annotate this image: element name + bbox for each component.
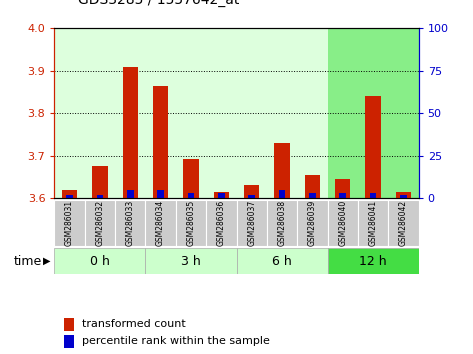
- Bar: [96, 195, 103, 198]
- Text: GSM286039: GSM286039: [308, 200, 317, 246]
- Bar: [127, 190, 134, 198]
- Bar: [85, 200, 115, 246]
- Bar: [388, 200, 419, 246]
- Text: 12 h: 12 h: [359, 255, 387, 268]
- Bar: [206, 200, 236, 246]
- Bar: [66, 195, 73, 198]
- Bar: [64, 335, 75, 348]
- Text: GSM286035: GSM286035: [186, 200, 195, 246]
- Bar: [327, 28, 419, 198]
- Text: GSM286034: GSM286034: [156, 200, 165, 246]
- Text: ▶: ▶: [43, 256, 50, 266]
- Text: percentile rank within the sample: percentile rank within the sample: [82, 336, 270, 346]
- Bar: [64, 318, 75, 331]
- Text: GSM286032: GSM286032: [96, 200, 105, 246]
- Bar: [248, 195, 255, 198]
- Bar: [236, 200, 267, 246]
- Bar: [370, 193, 377, 198]
- Bar: [157, 190, 164, 198]
- Bar: [176, 200, 206, 246]
- Text: 0 h: 0 h: [90, 255, 110, 268]
- Text: GSM286038: GSM286038: [278, 200, 287, 246]
- Bar: [358, 200, 388, 246]
- Text: GDS3285 / 1557642_at: GDS3285 / 1557642_at: [78, 0, 239, 7]
- Bar: [92, 166, 107, 198]
- Text: GSM286031: GSM286031: [65, 200, 74, 246]
- Bar: [339, 193, 346, 198]
- Bar: [366, 96, 381, 198]
- Bar: [123, 67, 138, 198]
- Bar: [327, 248, 419, 274]
- Bar: [218, 193, 225, 198]
- Bar: [236, 248, 327, 274]
- Bar: [236, 28, 327, 198]
- Bar: [184, 159, 199, 198]
- Bar: [153, 86, 168, 198]
- Bar: [305, 175, 320, 198]
- Bar: [145, 200, 176, 246]
- Text: GSM286040: GSM286040: [338, 200, 347, 246]
- Text: time: time: [14, 255, 43, 268]
- Bar: [396, 192, 411, 198]
- Bar: [54, 248, 146, 274]
- Bar: [214, 192, 229, 198]
- Text: GSM286036: GSM286036: [217, 200, 226, 246]
- Text: 6 h: 6 h: [272, 255, 292, 268]
- Bar: [327, 200, 358, 246]
- Bar: [335, 179, 350, 198]
- Bar: [54, 200, 85, 246]
- Bar: [145, 248, 236, 274]
- Bar: [145, 28, 236, 198]
- Bar: [279, 190, 285, 198]
- Bar: [297, 200, 327, 246]
- Bar: [188, 193, 194, 198]
- Bar: [267, 200, 297, 246]
- Text: GSM286041: GSM286041: [368, 200, 377, 246]
- Bar: [115, 200, 146, 246]
- Text: transformed count: transformed count: [82, 319, 185, 329]
- Bar: [62, 190, 77, 198]
- Bar: [244, 185, 259, 198]
- Bar: [274, 143, 289, 198]
- Text: 3 h: 3 h: [181, 255, 201, 268]
- Text: GSM286033: GSM286033: [126, 200, 135, 246]
- Text: GSM286042: GSM286042: [399, 200, 408, 246]
- Bar: [400, 195, 407, 198]
- Bar: [309, 193, 316, 198]
- Text: GSM286037: GSM286037: [247, 200, 256, 246]
- Bar: [54, 28, 146, 198]
